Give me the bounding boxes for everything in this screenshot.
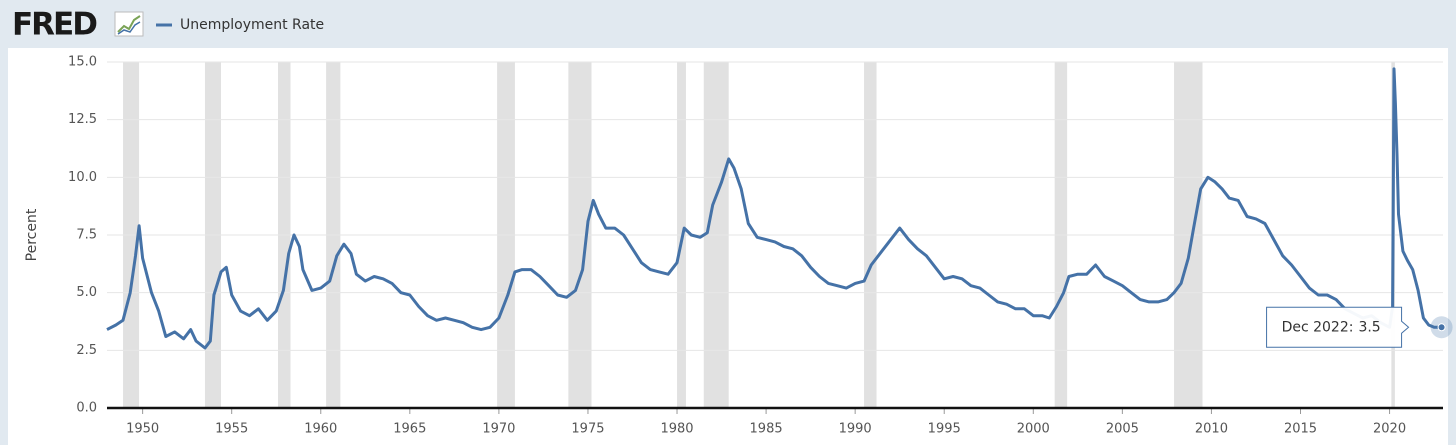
x-tick-label: 1990 [839, 422, 872, 437]
tooltip-label: Dec 2022: [1282, 319, 1354, 335]
x-tick-label: 1960 [304, 422, 337, 437]
x-tick-label: 1985 [750, 422, 783, 437]
x-tick-label: 2015 [1284, 422, 1317, 437]
x-tick-label: 1970 [482, 422, 515, 437]
data-line [106, 67, 1442, 350]
y-tick-label: 15.0 [68, 55, 97, 70]
y-tick-label: 5.0 [76, 285, 97, 300]
x-tick-label: 2010 [1195, 422, 1228, 437]
tooltip-value: 3.5 [1358, 319, 1380, 335]
x-tick-label: 1980 [660, 422, 693, 437]
logo: FRED [12, 7, 97, 43]
x-tick-label: 2005 [1106, 422, 1139, 437]
y-axis-label: Percent [24, 208, 40, 261]
x-tick-label: 1975 [571, 422, 604, 437]
y-tick-label: 12.5 [68, 112, 97, 127]
x-tick-label: 2000 [1017, 422, 1050, 437]
x-tick-label: 1955 [215, 422, 248, 437]
x-tick-label: 1950 [126, 422, 159, 437]
y-tick-label: 2.5 [76, 343, 97, 358]
tooltip-text: Dec 2022: 3.5 [1282, 319, 1381, 335]
legend-label: Unemployment Rate [180, 17, 324, 33]
x-tick-label: 2020 [1373, 422, 1406, 437]
tooltip-box [1266, 306, 1410, 348]
x-tick-label: 1995 [928, 422, 961, 437]
y-tick-label: 0.0 [76, 401, 97, 416]
y-tick-label: 10.0 [68, 170, 97, 185]
hover-point [1437, 323, 1446, 332]
x-tick-label: 1965 [393, 422, 426, 437]
logo-icon [114, 11, 144, 37]
y-tick-label: 7.5 [76, 228, 97, 243]
